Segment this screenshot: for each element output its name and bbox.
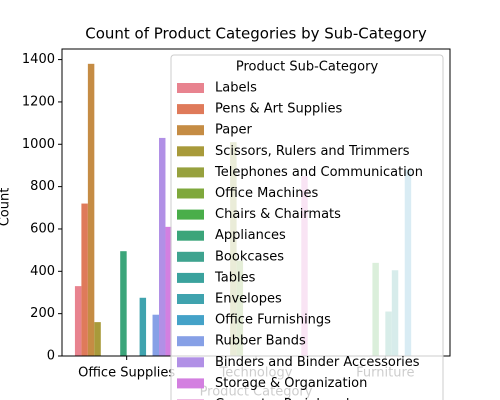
legend-label: Storage & Organization xyxy=(215,376,367,391)
legend-label: Scissors, Rulers and Trimmers xyxy=(215,144,410,159)
legend-label: Envelopes xyxy=(215,292,282,307)
legend-label: Computer Peripherals xyxy=(215,397,357,400)
y-tick-label: 1400 xyxy=(22,52,55,67)
legend-swatch xyxy=(177,336,204,347)
legend-swatch xyxy=(177,378,204,389)
bar xyxy=(87,63,95,357)
bar xyxy=(120,251,127,356)
bar xyxy=(81,203,88,356)
legend-label: Chairs & Chairmats xyxy=(215,207,341,222)
legend-swatch xyxy=(177,251,204,262)
legend-swatch xyxy=(177,83,204,93)
y-axis-label: Count xyxy=(0,188,13,227)
bar xyxy=(165,226,172,356)
legend-label: Rubber Bands xyxy=(215,334,306,349)
y-tick-label: 1000 xyxy=(22,137,55,152)
y-tick-label: 200 xyxy=(30,306,55,321)
y-tick-label: 1200 xyxy=(22,94,55,109)
bar xyxy=(74,286,82,356)
y-tick-label: 400 xyxy=(30,264,55,279)
bar xyxy=(159,137,166,356)
legend: Product Sub-Category Labels Pens & Art Sup… xyxy=(170,54,444,400)
y-tick-label: 800 xyxy=(30,179,55,194)
legend-label: Appliances xyxy=(215,228,286,243)
legend-swatch xyxy=(177,125,204,136)
legend-label: Office Machines xyxy=(215,186,318,201)
legend-title: Product Sub-Category xyxy=(236,60,379,75)
legend-label: Labels xyxy=(215,81,257,96)
chart-title: Count of Product Categories by Sub-Categ… xyxy=(85,25,427,43)
legend-swatch xyxy=(177,294,204,304)
legend-swatch xyxy=(177,104,204,115)
legend-label: Pens & Art Supplies xyxy=(215,102,342,117)
y-tick-label: 600 xyxy=(30,221,55,236)
legend-swatch xyxy=(177,209,204,220)
bar xyxy=(94,322,101,356)
legend-swatch xyxy=(177,188,204,199)
legend-label: Bookcases xyxy=(215,249,284,264)
legend-swatch xyxy=(177,272,204,283)
legend-swatch xyxy=(177,357,204,368)
legend-label: Telephones and Communication xyxy=(214,165,423,180)
legend-box xyxy=(170,54,444,400)
y-tick-label: 0 xyxy=(47,349,55,364)
legend-label: Office Furnishings xyxy=(215,313,331,328)
bar xyxy=(152,314,159,356)
x-tick-label: Office Supplies xyxy=(78,366,175,381)
legend-swatch xyxy=(177,146,204,157)
legend-swatch xyxy=(177,167,204,178)
legend-label: Paper xyxy=(215,123,252,138)
legend-label: Tables xyxy=(214,270,256,285)
legend-swatch xyxy=(177,230,204,241)
legend-label: Binders and Binder Accessories xyxy=(215,355,420,370)
bar xyxy=(139,297,147,356)
legend-swatch xyxy=(177,315,204,326)
